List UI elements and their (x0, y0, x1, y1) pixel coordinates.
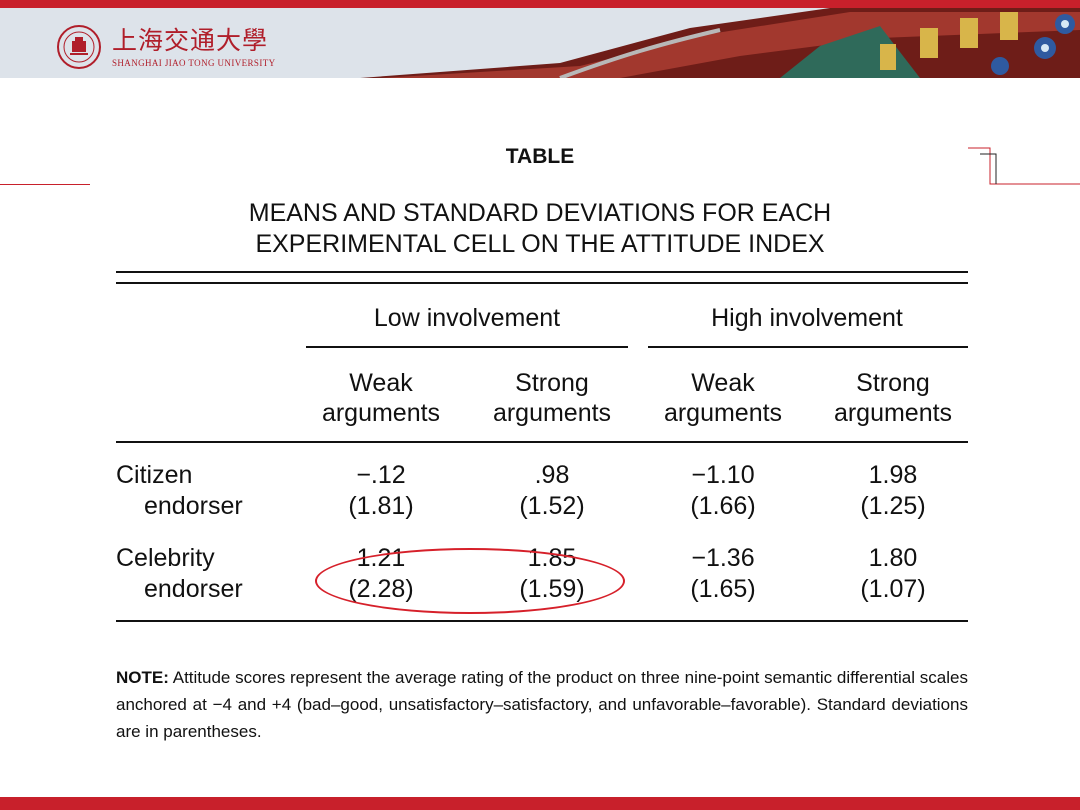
university-logo: 上海交通大學 SHANGHAI JIAO TONG UNIVERSITY (56, 22, 276, 72)
group-header-high-involvement: High involvement (711, 304, 903, 332)
header-bottom-rule (116, 441, 968, 443)
table-cell: −1.36 (1.65) (690, 544, 756, 603)
highlight-circle (315, 548, 625, 614)
table-top-rule-2 (116, 282, 968, 284)
column-header: Strong arguments (492, 369, 612, 427)
table-title: TABLE (505, 145, 575, 168)
note-text: Attitude scores represent the average ra… (116, 668, 968, 741)
group-rule-high (648, 346, 968, 348)
column-header: Strong arguments (833, 369, 953, 427)
table-cell: .98 (1.52) (519, 461, 585, 520)
group-header-low-involvement: Low involvement (373, 304, 561, 332)
roof-eaves-image (360, 8, 1080, 78)
table-cell: 1.80 (1.07) (860, 544, 926, 603)
university-name-chinese: 上海交通大學 (112, 25, 269, 55)
top-accent-bar (0, 0, 1080, 8)
decorative-line-left (0, 184, 90, 185)
table-cell: 1.98 (1.25) (860, 461, 926, 520)
table-top-rule (116, 271, 968, 273)
table-caption-line-1: MEANS AND STANDARD DEVIATIONS FOR EACH (248, 199, 832, 227)
column-header: Weak arguments (663, 369, 783, 427)
decorative-bracket-right (968, 147, 1080, 185)
university-name-english: SHANGHAI JIAO TONG UNIVERSITY (112, 57, 276, 68)
row-label: Citizen endorser (116, 461, 243, 520)
university-seal-icon (57, 25, 101, 69)
table-caption: MEANS AND STANDARD DEVIATIONS FOR EACH E… (0, 198, 1080, 260)
table-bottom-rule (116, 620, 968, 622)
table-cell: −.12 (1.81) (348, 461, 414, 520)
group-rule-low (306, 346, 628, 348)
column-header: Weak arguments (321, 369, 441, 427)
table-caption-line-2: EXPERIMENTAL CELL ON THE ATTITUDE INDEX (255, 230, 825, 258)
bottom-accent-bar (0, 797, 1080, 810)
row-label: Celebrity endorser (116, 544, 243, 603)
table-note: NOTE: Attitude scores represent the aver… (116, 664, 968, 745)
note-label: NOTE: (116, 668, 169, 687)
table-cell: −1.10 (1.66) (690, 461, 756, 520)
header-banner: 上海交通大學 SHANGHAI JIAO TONG UNIVERSITY (0, 8, 1080, 78)
